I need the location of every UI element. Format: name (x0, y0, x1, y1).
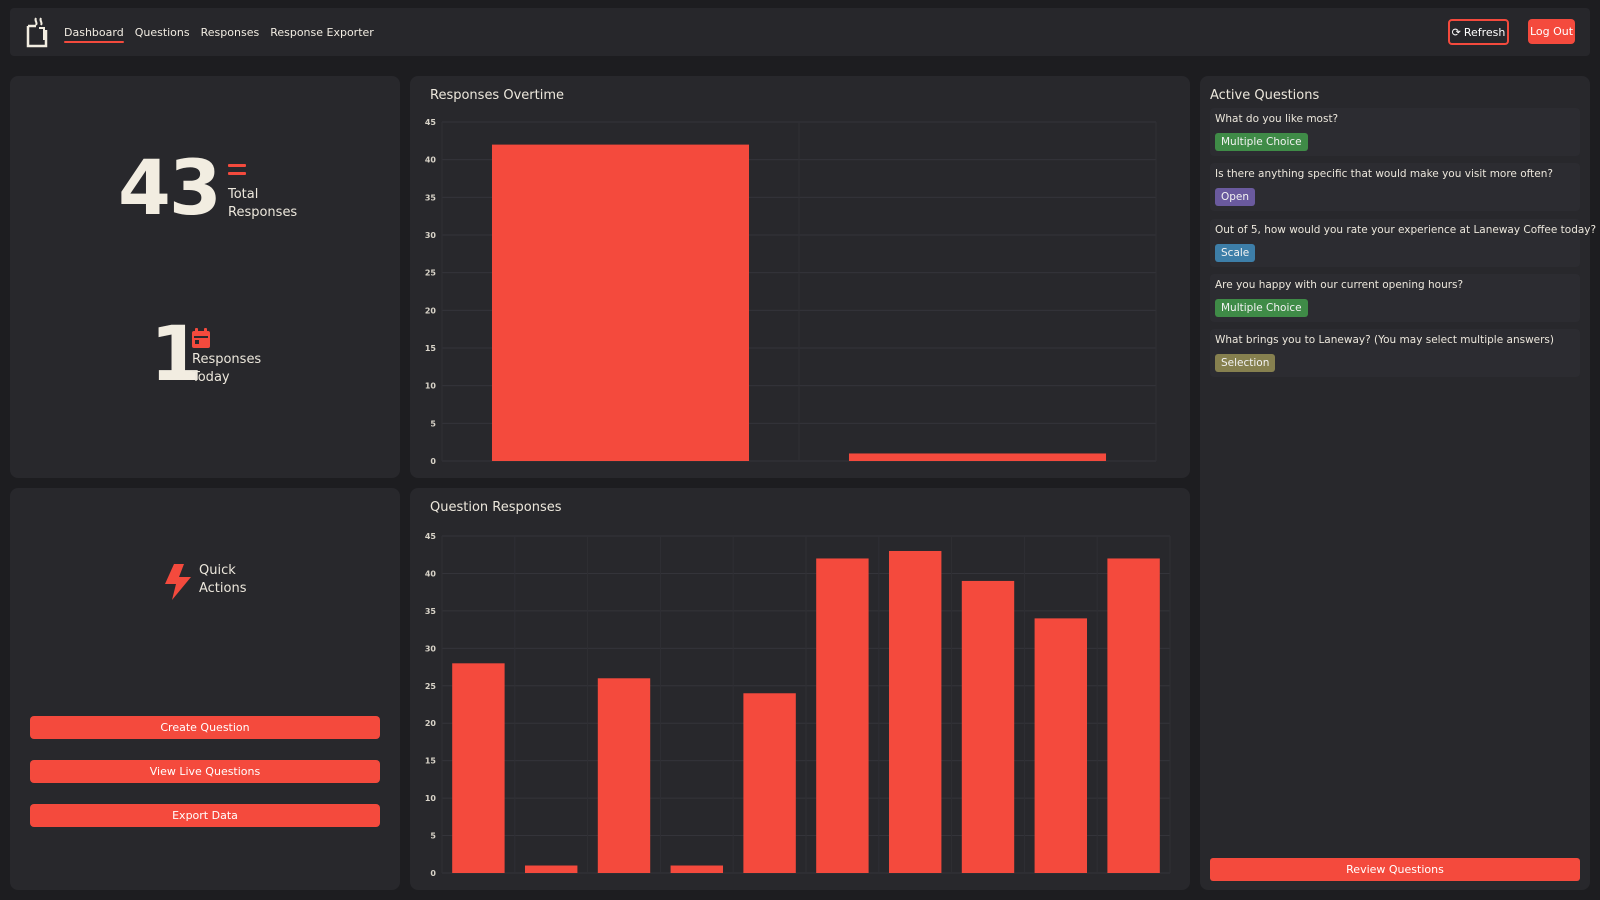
y-tick-label: 40 (425, 569, 437, 578)
question-item[interactable]: Are you happy with our current opening h… (1210, 274, 1580, 322)
y-tick-label: 35 (425, 193, 437, 202)
question-type-badge: Multiple Choice (1215, 299, 1308, 317)
question-item[interactable]: Is there anything specific that would ma… (1210, 163, 1580, 211)
bar (1034, 618, 1088, 873)
responses-overtime-card: Responses Overtime 0 5 10 15 20 25 30 35 40 45 (410, 76, 1190, 478)
responses-overtime-title: Responses Overtime (430, 88, 564, 103)
y-tick-label: 20 (425, 306, 437, 315)
active-questions-card: Active Questions (1200, 76, 1590, 890)
bar (1107, 558, 1160, 873)
responses-overtime-chart: 0 5 10 15 20 25 30 35 40 45 (425, 118, 1157, 466)
question-responses-card: Question Responses 0 5 10 15 20 25 30 35 40 45 (410, 488, 1190, 890)
nav-responses[interactable]: Responses (200, 25, 260, 39)
lightning-icon (165, 564, 191, 600)
bar (597, 678, 651, 873)
question-type-badge: Open (1215, 188, 1256, 206)
y-tick-label: 0 (430, 869, 436, 878)
question-item[interactable]: What brings you to Laneway? (You may sel… (1210, 329, 1580, 377)
responses-today-label: Responses Today (192, 351, 261, 387)
refresh-button[interactable]: ⟳ Refresh (1448, 19, 1509, 45)
view-live-questions-button[interactable]: View Live Questions (30, 760, 380, 783)
question-text: Is there anything specific that would ma… (1215, 168, 1553, 180)
y-tick-label: 45 (425, 118, 437, 127)
total-label-line2: Responses (228, 205, 298, 220)
today-label-line1: Responses (192, 352, 262, 367)
bar (743, 693, 796, 873)
today-label-line2: Today (192, 370, 230, 385)
bar (888, 550, 942, 873)
question-type-badge: Scale (1215, 244, 1256, 262)
y-tick-label: 20 (425, 719, 437, 728)
question-text: What do you like most? (1215, 113, 1339, 125)
active-questions-title: Active Questions (1210, 88, 1320, 103)
question-text: What brings you to Laneway? (You may sel… (1215, 334, 1554, 346)
logout-button[interactable]: Log Out (1528, 19, 1575, 44)
main-nav: Dashboard Questions Responses Response E… (64, 8, 374, 56)
y-tick-label: 25 (425, 269, 437, 278)
question-type-badge: Multiple Choice (1215, 133, 1308, 151)
bar (670, 865, 724, 873)
quick-actions-title-line1: Quick (199, 563, 236, 578)
y-tick-label: 30 (425, 231, 437, 240)
question-text: Are you happy with our current opening h… (1215, 279, 1464, 291)
bar (816, 558, 869, 873)
y-tick-label: 10 (425, 382, 437, 391)
create-question-button[interactable]: Create Question (30, 716, 380, 739)
y-tick-label: 35 (425, 607, 437, 616)
nav-dashboard[interactable]: Dashboard (64, 22, 124, 43)
bar (524, 865, 578, 873)
y-tick-label: 15 (425, 757, 437, 766)
export-data-button[interactable]: Export Data (30, 804, 380, 827)
nav-response-exporter[interactable]: Response Exporter (270, 25, 374, 39)
y-tick-label: 40 (425, 156, 437, 165)
y-tick-label: 25 (425, 682, 437, 691)
responses-today-value: 1 (150, 309, 203, 398)
y-tick-label: 30 (425, 644, 437, 653)
quick-actions-title: Quick Actions (199, 562, 247, 598)
refresh-icon: ⟳ (1451, 25, 1461, 39)
y-tick-label: 15 (425, 344, 437, 353)
quick-actions-card: Quick Actions Create Question View Live … (10, 488, 400, 890)
top-navbar: Dashboard Questions Responses Response E… (10, 8, 1590, 56)
question-responses-chart: 0 5 10 15 20 25 30 35 40 45 (425, 532, 1171, 878)
bar (491, 144, 750, 461)
bar (452, 663, 505, 873)
bar (961, 580, 1015, 873)
review-questions-button[interactable]: Review Questions (1210, 858, 1580, 881)
y-tick-label: 5 (430, 832, 436, 841)
refresh-label: Refresh (1463, 25, 1506, 39)
total-label-line1: Total (228, 187, 259, 202)
total-responses-label: Total Responses (228, 186, 297, 222)
calendar-icon (192, 328, 210, 348)
y-tick-label: 10 (425, 794, 437, 803)
y-tick-label: 45 (425, 532, 437, 541)
nav-questions[interactable]: Questions (134, 25, 190, 39)
question-item[interactable]: Out of 5, how would you rate your experi… (1210, 219, 1596, 267)
equals-icon (228, 164, 246, 175)
y-tick-label: 0 (430, 457, 436, 466)
y-tick-label: 5 (430, 419, 436, 428)
question-responses-title: Question Responses (430, 500, 562, 515)
bar (848, 453, 1107, 461)
stats-card: 43 Total Responses 1 Responses Today (10, 76, 400, 478)
question-type-badge: Selection (1215, 354, 1276, 372)
question-text: Out of 5, how would you rate your experi… (1215, 224, 1597, 236)
logo-icon[interactable] (24, 16, 52, 48)
total-responses-value: 43 (118, 143, 222, 232)
question-item[interactable]: What do you like most? Multiple Choice (1210, 108, 1580, 156)
quick-actions-title-line2: Actions (199, 581, 247, 596)
